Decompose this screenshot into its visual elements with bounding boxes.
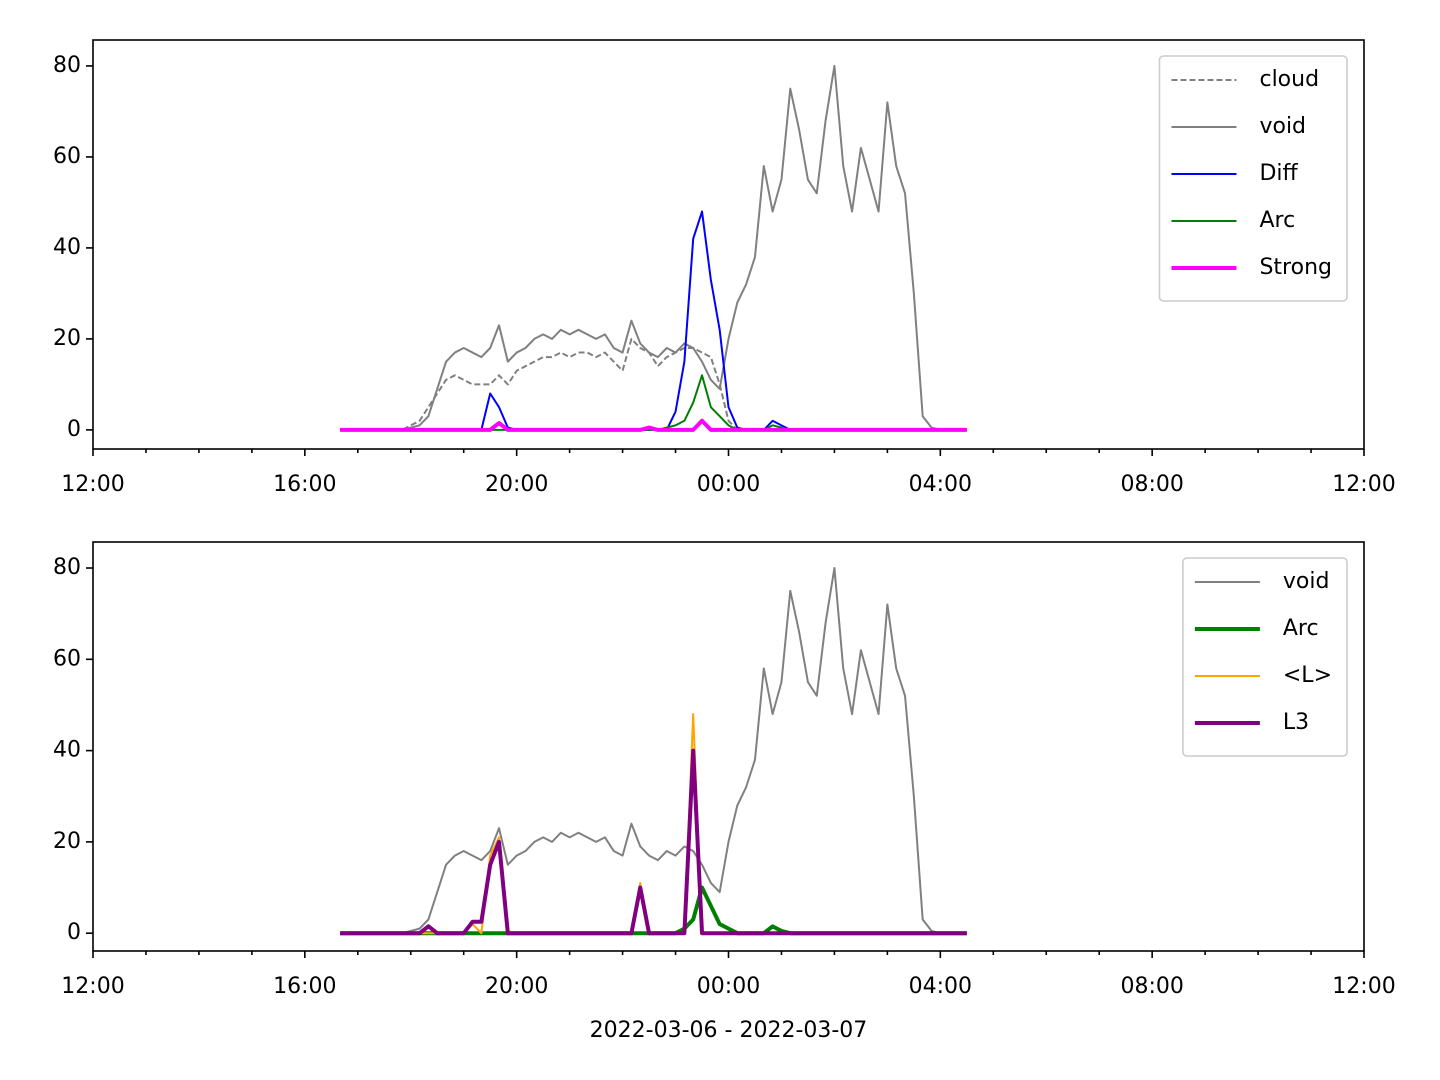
series-line	[340, 418, 967, 432]
x-tick-label: 04:00	[909, 974, 972, 999]
legend-label: void	[1259, 114, 1306, 139]
x-axis-label: 2022-03-06 - 2022-03-07	[590, 1018, 868, 1043]
y-tick-label: 0	[67, 417, 81, 442]
y-tick-label: 60	[53, 646, 81, 671]
series-line	[340, 748, 967, 936]
x-tick-label: 12:00	[61, 472, 124, 497]
series-line	[340, 374, 967, 431]
legend-label: Arc	[1259, 208, 1295, 233]
legend-label: Strong	[1259, 255, 1332, 280]
series-line	[340, 567, 967, 935]
x-tick-label: 08:00	[1120, 472, 1183, 497]
y-tick-label: 40	[53, 235, 81, 260]
legend-box	[1158, 55, 1348, 302]
x-tick-label: 12:00	[1332, 974, 1395, 999]
axes-frame	[92, 541, 1365, 952]
axes-frame	[92, 39, 1365, 450]
x-tick-label: 20:00	[485, 974, 548, 999]
x-tick-label: 20:00	[485, 472, 548, 497]
x-tick-label: 00:00	[697, 974, 760, 999]
legend-label: L3	[1283, 710, 1309, 735]
legend-label: Arc	[1283, 616, 1319, 641]
axes: 0 20 40 60 80 12:00 16:00 20:00 00:00 04:00 08:00 1…	[53, 39, 1396, 497]
axes: 0 20 40 60 80 12:00 16:00 20:00 00:00 04:00 08:00 1…	[53, 541, 1396, 1043]
x-tick-label: 16:00	[273, 974, 336, 999]
x-tick-label: 04:00	[909, 472, 972, 497]
series-line	[340, 337, 967, 431]
y-tick-label: 60	[53, 144, 81, 169]
y-tick-label: 0	[67, 920, 81, 945]
y-tick-label: 80	[53, 53, 81, 78]
legend: void Arc <L> L3	[1182, 557, 1348, 757]
legend: cloud void Diff Arc Strong	[1158, 55, 1348, 302]
x-tick-label: 00:00	[697, 472, 760, 497]
x-tick-label: 16:00	[273, 472, 336, 497]
x-tick-label: 12:00	[1332, 472, 1395, 497]
y-tick-label: 20	[53, 829, 81, 854]
series-line	[340, 64, 967, 431]
y-tick-label: 40	[53, 738, 81, 763]
series-line	[340, 885, 967, 936]
y-tick-label: 80	[53, 555, 81, 580]
legend-label: void	[1283, 569, 1330, 594]
legend-label: cloud	[1259, 67, 1319, 92]
y-tick-label: 20	[53, 326, 81, 351]
legend-box	[1182, 557, 1348, 757]
x-tick-label: 08:00	[1120, 974, 1183, 999]
legend-label: <L>	[1283, 663, 1332, 688]
x-tick-label: 12:00	[61, 974, 124, 999]
legend-label: Diff	[1259, 161, 1298, 186]
